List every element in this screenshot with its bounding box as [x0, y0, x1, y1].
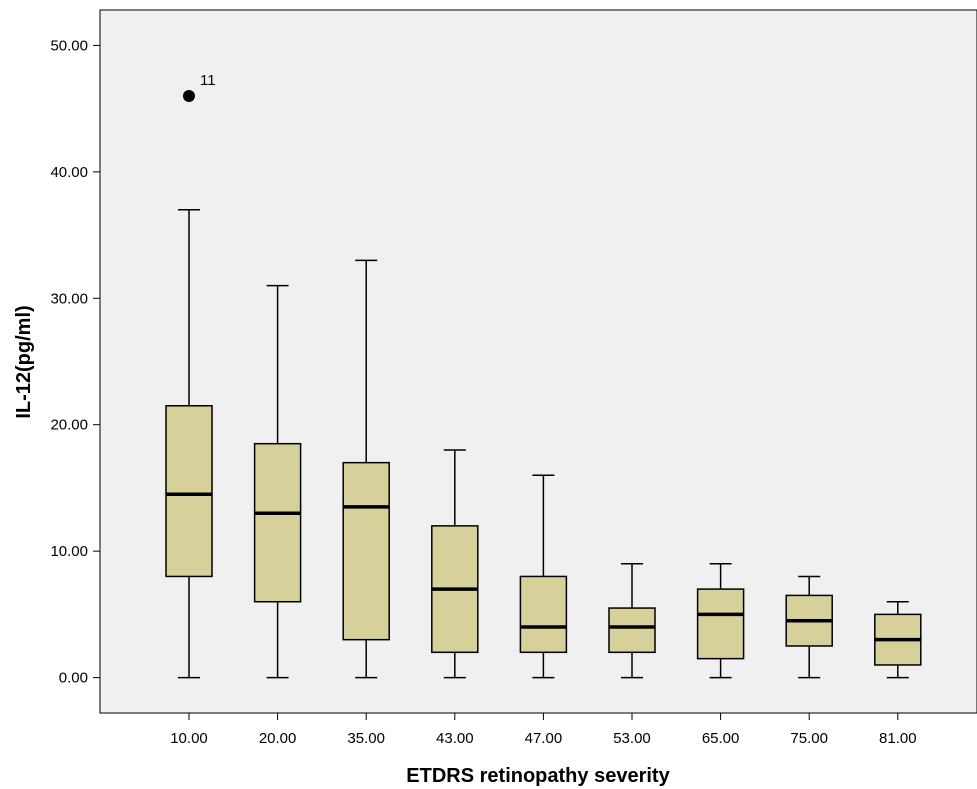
outlier-point: [183, 89, 195, 102]
box-75.00: [785, 575, 833, 679]
y-axis-title: IL-12(pg/ml): [13, 305, 35, 418]
outlier-series: 11: [183, 72, 216, 102]
y-tick-label: 30.00: [50, 290, 88, 307]
box-series: [165, 209, 922, 679]
x-tick-label: 20.00: [259, 730, 297, 747]
box-iqr: [342, 461, 390, 641]
x-tick-label: 53.00: [613, 730, 651, 747]
box-iqr: [608, 607, 656, 654]
outlier-label: 11: [200, 72, 216, 89]
box-iqr: [696, 588, 745, 660]
y-axis: 0.00 10.00 20.00 30.00 40.00 50.00: [50, 37, 100, 687]
x-tick-label: 47.00: [525, 730, 563, 747]
y-tick-label: 50.00: [50, 37, 88, 54]
box-10.00: [165, 209, 213, 679]
y-tick-label: 0.00: [59, 670, 88, 687]
box-iqr: [165, 405, 213, 578]
box-20.00: [253, 284, 302, 679]
x-axis: 10.00 20.00 35.00 43.00 47.00 53.00 65.00 75.00…: [170, 713, 917, 747]
x-tick-label: 10.00: [170, 730, 208, 747]
y-tick-label: 20.00: [50, 417, 88, 434]
box-47.00: [519, 474, 568, 679]
y-tick-label: 40.00: [50, 164, 88, 181]
y-tick-label: 10.00: [50, 543, 88, 560]
box-43.00: [431, 449, 479, 679]
x-tick-label: 43.00: [436, 730, 474, 747]
x-tick-label: 65.00: [702, 730, 740, 747]
x-tick-label: 35.00: [347, 730, 385, 747]
x-tick-label: 81.00: [879, 730, 917, 747]
box-iqr: [519, 575, 568, 654]
box-65.00: [696, 563, 745, 679]
box-81.00: [874, 600, 922, 679]
box-35.00: [342, 259, 390, 679]
x-tick-label: 75.00: [790, 730, 828, 747]
box-53.00: [608, 563, 656, 679]
box-iqr: [253, 442, 302, 603]
x-axis-title: ETDRS retinopathy severity: [406, 765, 670, 787]
